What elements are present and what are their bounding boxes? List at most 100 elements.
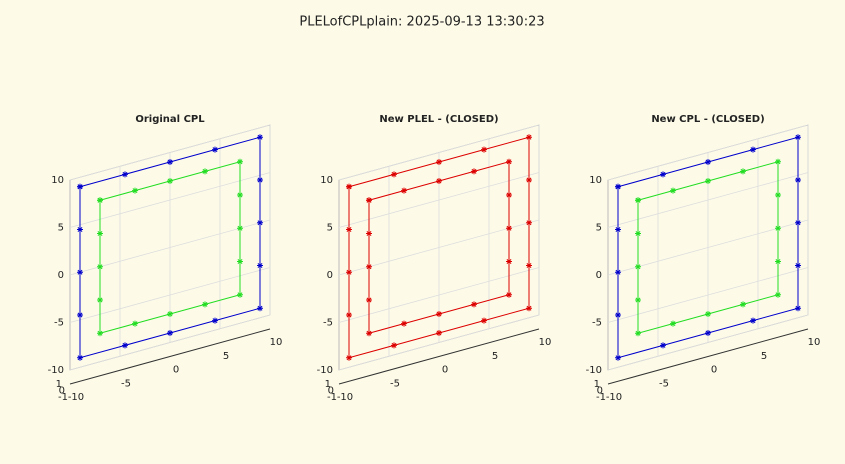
marker <box>212 317 218 324</box>
marker <box>506 225 512 232</box>
y-tick-label: 0 <box>327 270 333 281</box>
panel-title: Original CPL <box>135 114 205 125</box>
marker <box>795 134 801 141</box>
marker <box>526 219 532 226</box>
marker <box>526 134 532 141</box>
marker <box>237 192 243 198</box>
z-tick-label: 0 <box>59 386 65 397</box>
marker <box>346 312 352 318</box>
marker <box>257 262 263 269</box>
marker <box>775 225 781 232</box>
marker <box>436 159 442 165</box>
marker <box>401 320 407 327</box>
x-tick-label: 10 <box>808 337 821 348</box>
marker <box>775 258 781 265</box>
marker <box>257 219 263 226</box>
marker <box>202 301 208 308</box>
marker <box>705 178 711 184</box>
marker <box>97 330 103 337</box>
marker <box>660 171 666 178</box>
marker <box>366 330 372 337</box>
marker <box>97 297 103 303</box>
marker <box>795 305 801 312</box>
marker <box>705 311 711 317</box>
marker <box>660 342 666 349</box>
x-axis <box>607 328 809 385</box>
panel-title: New CPL - (CLOSED) <box>651 114 764 125</box>
marker <box>97 263 103 270</box>
y-tick-label: 10 <box>589 175 602 186</box>
marker <box>212 146 218 153</box>
marker <box>366 197 372 204</box>
marker <box>257 134 263 141</box>
x-tick-label: 10 <box>539 337 552 348</box>
marker <box>167 159 173 165</box>
x-tick-label: 5 <box>492 351 498 362</box>
x-tick-label: -5 <box>390 378 400 389</box>
marker <box>615 226 621 233</box>
y-tick-label: -5 <box>592 318 602 329</box>
x-tick-label: -10 <box>606 392 622 403</box>
marker <box>635 230 641 237</box>
marker <box>775 158 781 165</box>
y-tick-label: -5 <box>54 318 64 329</box>
x-tick-label: 0 <box>711 365 717 376</box>
marker <box>506 192 512 198</box>
marker <box>506 258 512 265</box>
marker <box>635 197 641 204</box>
marker <box>526 177 532 183</box>
marker <box>615 354 621 361</box>
z-tick-label: 1 <box>325 379 331 390</box>
marker <box>775 192 781 198</box>
panel-title: New PLEL - (CLOSED) <box>379 114 498 125</box>
y-tick-label: -5 <box>323 318 333 329</box>
z-tick-label: 1 <box>594 379 600 390</box>
marker <box>202 168 208 175</box>
marker <box>77 312 83 318</box>
marker <box>132 187 138 194</box>
x-tick-label: 10 <box>270 337 283 348</box>
marker <box>237 258 243 265</box>
y-tick-label: 10 <box>51 175 64 186</box>
marker <box>750 317 756 324</box>
marker <box>670 187 676 194</box>
marker <box>391 171 397 178</box>
z-tick-label: -1 <box>596 392 606 403</box>
marker <box>346 183 352 190</box>
marker <box>775 291 781 298</box>
x-tick-label: 5 <box>761 351 767 362</box>
marker <box>481 317 487 324</box>
marker <box>740 301 746 308</box>
marker <box>795 177 801 183</box>
marker <box>77 183 83 190</box>
x-tick-label: 5 <box>223 351 229 362</box>
x-tick-label: -5 <box>121 378 131 389</box>
marker <box>401 187 407 194</box>
y-tick-label: 5 <box>58 223 64 234</box>
marker <box>346 269 352 276</box>
x-axis <box>338 328 540 385</box>
x-tick-label: 0 <box>442 365 448 376</box>
marker <box>635 263 641 270</box>
marker <box>257 305 263 312</box>
marker <box>615 183 621 190</box>
y-tick-label: 0 <box>596 270 602 281</box>
z-tick-label: 0 <box>328 386 334 397</box>
marker <box>366 230 372 237</box>
marker <box>237 158 243 165</box>
marker <box>750 146 756 153</box>
y-tick-label: 0 <box>58 270 64 281</box>
y-tick-label: 5 <box>596 223 602 234</box>
z-tick-label: 1 <box>56 379 62 390</box>
marker <box>635 330 641 337</box>
y-tick-label: 5 <box>327 223 333 234</box>
marker <box>615 312 621 318</box>
x-tick-label: 0 <box>173 365 179 376</box>
marker <box>122 171 128 178</box>
marker <box>167 330 173 336</box>
marker <box>237 225 243 232</box>
y-tick-label: -10 <box>48 365 64 376</box>
marker <box>506 158 512 165</box>
